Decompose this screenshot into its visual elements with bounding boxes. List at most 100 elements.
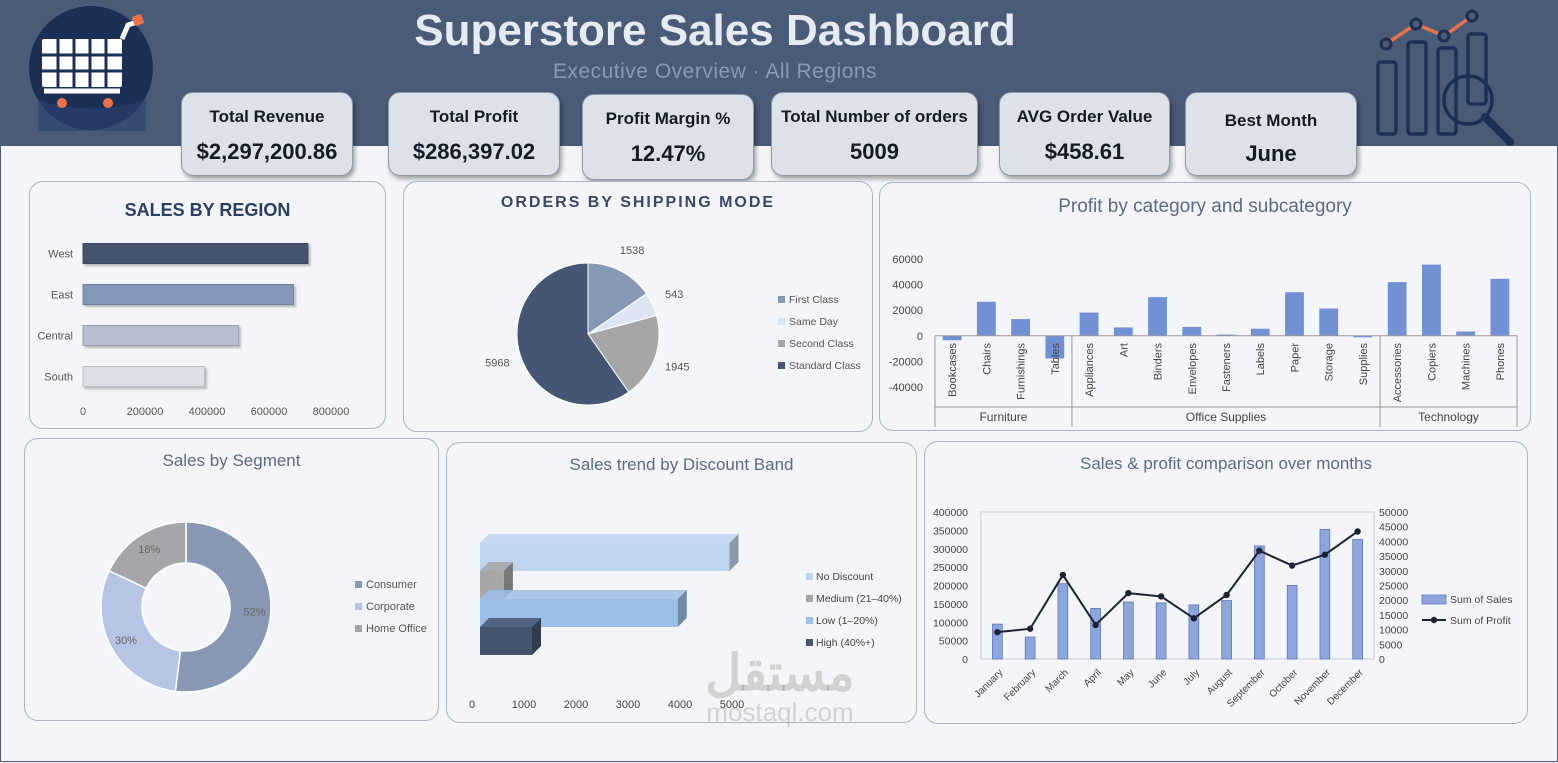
discount-legend-label: High (40%+) (816, 637, 875, 649)
monthly-sales-bar (1286, 584, 1298, 660)
monthly-sales-bar (1319, 529, 1331, 660)
category-subcategory-label: Appliances (1084, 343, 1096, 397)
kpi-label: AVG Order Value (1016, 107, 1153, 126)
monthly-profit-point (1223, 591, 1230, 599)
category-bar (1250, 328, 1270, 336)
category-subcategory-label: Storage (1324, 343, 1336, 382)
segment-legend-swatch (355, 581, 362, 588)
panel-sales-by-segment: Sales by Segment 52% 30% 18% Consumer Corpor… (24, 438, 439, 721)
watermark-arabic: مستقل (705, 645, 855, 701)
segment-donut-slice (174, 521, 272, 693)
monthly-legend-label: Sum of Profit (1450, 615, 1511, 627)
analytics-magnifier-icon (1376, 9, 1514, 146)
discount-bar-top (480, 534, 739, 543)
shipping-pie-slice (587, 314, 660, 393)
shipping-legend-label: Second Class (789, 338, 854, 350)
monthly-left-tick: 50000 (939, 636, 968, 648)
discount-x-tick: 5000 (720, 699, 744, 711)
category-y-tick: -40000 (889, 382, 923, 394)
shipping-legend-label: Same Day (789, 316, 839, 328)
category-subcategory-label: Machines (1461, 343, 1473, 391)
monthly-sales-bar (1188, 604, 1200, 660)
monthly-profit-point (1321, 551, 1329, 558)
shipping-pie-slice (516, 262, 630, 406)
shipping-data-label: 1538 (620, 245, 644, 257)
monthly-x-tick: March (1044, 667, 1071, 694)
shipping-legend-swatch (778, 296, 785, 303)
discount-x-tick: 2000 (564, 699, 588, 711)
segment-data-label: 30% (115, 635, 137, 647)
shipping-legend-swatch (778, 362, 785, 369)
monthly-right-tick: 15000 (1379, 610, 1408, 622)
monthly-x-tick: January (973, 667, 1006, 700)
kpi-profit-margin: Profit Margin % 12.47% (582, 94, 754, 180)
segment-donut-slice (108, 521, 187, 590)
monthly-x-tick: July (1182, 667, 1202, 687)
kpi-total-revenue: Total Revenue $2,297,200.86 (181, 92, 353, 176)
monthly-right-tick: 10000 (1379, 625, 1408, 637)
kpi-total-profit: Total Profit $286,397.02 (388, 92, 560, 176)
page-title: Superstore Sales Dashboard (414, 6, 1016, 55)
monthly-right-tick: 25000 (1379, 581, 1408, 593)
shipping-legend-swatch (778, 318, 785, 325)
kpi-label: Best Month (1224, 111, 1318, 130)
discount-bar-side (503, 562, 513, 599)
discount-x-tick: 4000 (668, 699, 692, 711)
monthly-x-tick: August (1205, 667, 1235, 697)
category-y-tick: -20000 (889, 356, 923, 368)
category-y-tick: 40000 (892, 280, 923, 292)
monthly-left-tick: 300000 (933, 544, 968, 556)
kpi-value: $2,297,200.86 (196, 139, 338, 164)
discount-x-tick: 0 (469, 699, 475, 711)
monthly-left-tick: 0 (962, 654, 968, 666)
category-bar (1285, 292, 1304, 336)
discount-bar-top (480, 590, 687, 599)
category-profit-chart: -40000 -20000 0 20000 40000 60000 Bookcases Cha… (889, 254, 1518, 427)
category-group-label: Furniture (979, 410, 1027, 424)
discount-legend-swatch (806, 617, 813, 624)
discount-x-tick: 3000 (616, 699, 640, 711)
region-tick-label: Central (38, 331, 73, 343)
discount-legend-label: No Discount (816, 571, 873, 583)
chart-title: Sales & profit comparison over months (1080, 454, 1372, 473)
panel-sales-by-region: SALES BY REGION West East Central South 0 200… (29, 181, 386, 429)
discount-x-tick: 1000 (512, 699, 536, 711)
monthly-legend-swatch (1430, 616, 1438, 624)
segment-legend-label: Home Office (366, 623, 427, 635)
discount-bar-side (532, 618, 541, 655)
chart-title: Sales by Segment (162, 451, 301, 470)
category-subcategory-label: Fasteners (1221, 343, 1233, 392)
panel-orders-by-shipping: ORDERS BY SHIPPING MODE 1538 543 1945 5968 F… (403, 181, 873, 432)
category-bar (1216, 334, 1236, 336)
monthly-profit-line (997, 530, 1359, 634)
region-bar (82, 325, 239, 346)
monthly-sales-bar (1057, 583, 1069, 660)
monthly-profit-point (1157, 593, 1165, 600)
monthly-left-tick: 400000 (933, 507, 968, 519)
monthly-profit-point (994, 628, 1001, 636)
monthly-legend-swatch (1421, 594, 1447, 605)
chart-title: ORDERS BY SHIPPING MODE (500, 194, 776, 211)
monthly-profit-point (1125, 589, 1132, 597)
monthly-sales-bar (1155, 602, 1167, 660)
discount-legend-label: Low (1–20%) (816, 615, 878, 627)
category-bar (1113, 327, 1133, 336)
shipping-data-label: 5968 (485, 358, 509, 370)
discount-bar-top (480, 618, 541, 627)
watermark-latin: mostaql.com (706, 697, 854, 727)
kpi-value: June (1245, 141, 1297, 166)
category-y-tick: 0 (917, 331, 923, 343)
kpi-label: Total Revenue (209, 107, 325, 126)
region-bar (82, 366, 205, 387)
monthly-sales-bar (1221, 600, 1232, 660)
kpi-best-month: Best Month June (1185, 92, 1357, 176)
monthly-sales-bar (1352, 539, 1363, 660)
kpi-total-orders: Total Number of orders 5009 (771, 92, 978, 176)
category-bar (1421, 264, 1441, 336)
monthly-right-tick: 30000 (1379, 566, 1408, 578)
discount-legend-swatch (806, 639, 813, 646)
category-bar (1148, 297, 1167, 336)
monthly-legend-label: Sum of Sales (1450, 594, 1512, 606)
monthly-sales-bar (992, 623, 1003, 660)
segment-legend-label: Corporate (366, 601, 415, 613)
